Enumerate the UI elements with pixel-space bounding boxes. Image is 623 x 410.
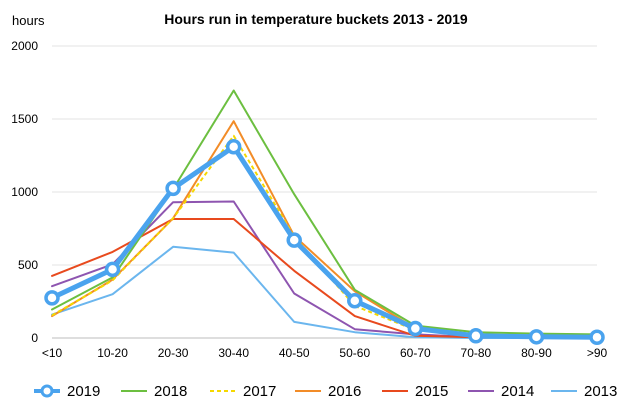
x-tick-label: 50-60 (339, 346, 370, 360)
y-ticks: 0 500 1000 1500 2000 (11, 39, 38, 345)
legend-item-2017: 2017 (210, 383, 276, 400)
legend-marker (40, 384, 54, 398)
y-tick-label: 2000 (11, 39, 38, 53)
data-point (528, 329, 545, 345)
x-tick-label: <10 (42, 346, 63, 360)
series-2018 (51, 89, 598, 336)
y-tick-label: 1500 (11, 112, 38, 126)
legend-label: 2018 (154, 383, 187, 400)
series-2019 (44, 138, 605, 346)
legend-label: 2019 (67, 383, 100, 400)
series-line-2017 (51, 134, 598, 338)
x-tick-label: 20-30 (158, 346, 189, 360)
x-tick-label: >90 (587, 346, 608, 360)
x-tick-label: 70-80 (461, 346, 492, 360)
data-point (589, 329, 605, 346)
legend-label: 2015 (415, 383, 448, 400)
data-point (347, 293, 363, 309)
x-tick-label: 10-20 (97, 346, 128, 360)
y-axis-label: hours (12, 13, 45, 28)
legend-item-2014: 2014 (468, 383, 534, 400)
y-tick-label: 0 (31, 331, 38, 345)
data-point (468, 328, 484, 344)
x-tick-label: 40-50 (279, 346, 310, 360)
legend-item-2019: 2019 (34, 383, 100, 400)
data-point (407, 320, 424, 337)
series-line-2018 (51, 89, 598, 336)
x-tick-label: 30-40 (218, 346, 249, 360)
legend-label: 2014 (501, 383, 534, 400)
data-point (104, 261, 121, 278)
data-point (165, 180, 181, 197)
y-tick-label: 1000 (11, 185, 38, 199)
series-2016 (51, 120, 598, 338)
x-ticks: <10 10-20 20-30 30-40 40-50 50-60 60-70 70-80 80… (42, 346, 608, 360)
legend-item-2018: 2018 (121, 383, 187, 400)
legend-item-2016: 2016 (295, 383, 361, 400)
series-line-2019 (49, 144, 600, 340)
legend-label: 2013 (584, 383, 617, 400)
data-point (225, 138, 242, 155)
chart-title: Hours run in temperature buckets 2013 - … (164, 11, 468, 27)
series-2017 (51, 134, 598, 338)
series-lines (44, 89, 605, 346)
legend-label: 2017 (243, 383, 276, 400)
y-tick-label: 500 (18, 258, 38, 272)
legend-label: 2016 (328, 383, 361, 400)
x-tick-label: 60-70 (400, 346, 431, 360)
legend-item-2013: 2013 (551, 383, 617, 400)
legend: 2019 2018 2017 2016 2015 2014 2013 (34, 383, 617, 400)
data-point (286, 232, 302, 248)
data-point (44, 290, 60, 306)
legend-item-2015: 2015 (382, 383, 448, 400)
x-tick-label: 80-90 (521, 346, 552, 360)
series-line-2016 (51, 120, 598, 338)
